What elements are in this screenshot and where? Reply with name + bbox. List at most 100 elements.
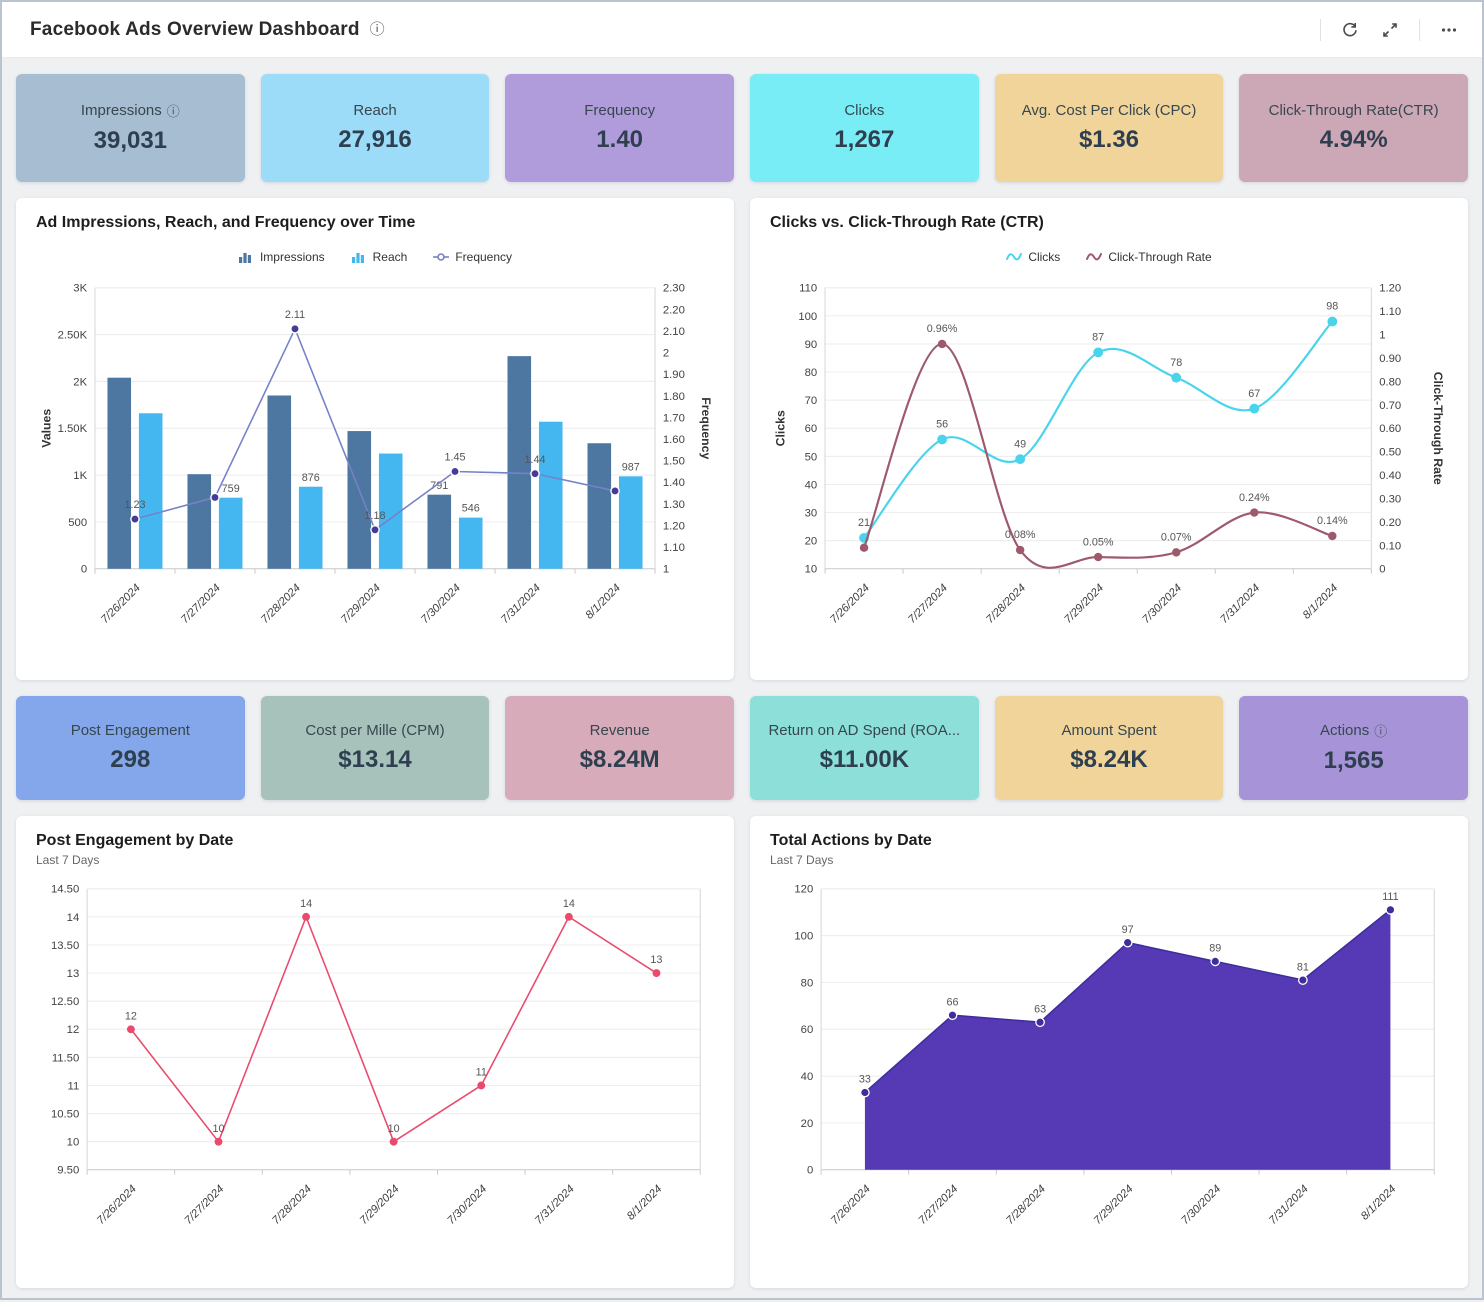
svg-text:1: 1 — [1379, 330, 1385, 342]
svg-text:80: 80 — [801, 977, 814, 989]
svg-text:2.10: 2.10 — [663, 326, 685, 338]
svg-text:0.70: 0.70 — [1379, 400, 1401, 412]
svg-text:14: 14 — [67, 912, 80, 924]
expand-icon[interactable] — [1379, 19, 1401, 41]
svg-text:7/26/2024: 7/26/2024 — [828, 582, 872, 626]
kpi-label: Return on AD Spend (ROA... — [768, 722, 961, 739]
svg-text:7/31/2024: 7/31/2024 — [1218, 582, 1262, 626]
legend-label: Impressions — [259, 250, 325, 264]
svg-text:8/1/2024: 8/1/2024 — [1359, 1183, 1399, 1223]
svg-text:100: 100 — [794, 931, 813, 943]
svg-text:7/30/2024: 7/30/2024 — [445, 1183, 489, 1227]
svg-text:7/28/2024: 7/28/2024 — [984, 582, 1028, 626]
svg-text:7/28/2024: 7/28/2024 — [270, 1183, 314, 1227]
svg-text:1.80: 1.80 — [663, 391, 685, 403]
svg-text:7/29/2024: 7/29/2024 — [339, 582, 383, 626]
svg-text:1.90: 1.90 — [663, 369, 685, 381]
svg-text:120: 120 — [794, 884, 813, 896]
svg-text:1.40: 1.40 — [663, 477, 685, 489]
svg-text:90: 90 — [805, 339, 818, 351]
kpi-label: Avg. Cost Per Click (CPC) — [1021, 102, 1197, 119]
kpi-card-impressions: Impressions ⓘ 39,031 — [16, 74, 245, 182]
kpi-card-amount-spent: Amount Spent $8.24K — [994, 696, 1224, 800]
svg-text:20: 20 — [801, 1118, 814, 1130]
charts-row-2: Post Engagement by Date Last 7 Days 9.50… — [16, 816, 1468, 1288]
svg-text:1.30: 1.30 — [663, 499, 685, 511]
svg-text:0.14%: 0.14% — [1317, 515, 1348, 527]
svg-text:1.50: 1.50 — [663, 456, 685, 468]
kpi-label: Reach — [353, 102, 397, 119]
chart-subtitle: Last 7 Days — [36, 853, 100, 867]
legend-item-click-through-rate[interactable]: Click-Through Rate — [1086, 250, 1212, 264]
svg-text:78: 78 — [1170, 357, 1182, 369]
chart-title: Post Engagement by Date — [36, 832, 234, 849]
chart-title: Clicks vs. Click-Through Rate (CTR) — [770, 214, 1044, 231]
svg-text:10: 10 — [388, 1123, 400, 1135]
legend-item-clicks[interactable]: Clicks — [1006, 250, 1060, 264]
svg-text:7/31/2024: 7/31/2024 — [499, 582, 543, 626]
more-icon[interactable] — [1438, 19, 1460, 41]
svg-text:21: 21 — [858, 517, 870, 529]
toolbar-divider — [1419, 18, 1420, 41]
kpi-label: Revenue — [589, 722, 650, 739]
kpi-label: Click-Through Rate(CTR) — [1268, 102, 1439, 119]
svg-text:Frequency: Frequency — [699, 397, 713, 459]
svg-text:10: 10 — [805, 564, 818, 576]
svg-text:0.96%: 0.96% — [927, 323, 958, 335]
svg-text:2.11: 2.11 — [285, 309, 305, 321]
svg-text:Click-Through Rate: Click-Through Rate — [1431, 372, 1445, 485]
svg-text:0.07%: 0.07% — [1161, 532, 1192, 544]
svg-text:40: 40 — [801, 1071, 814, 1083]
kpi-value: 27,916 — [338, 126, 412, 153]
svg-text:1.20: 1.20 — [1379, 283, 1401, 295]
line-chart: 9.50 10 10.50 11 11.50 12 12.50 13 13.50 14 14.50 7… — [51, 884, 701, 1227]
legend-item-frequency[interactable]: Frequency — [433, 250, 512, 264]
svg-text:56: 56 — [936, 419, 948, 431]
kpi-card-roas: Return on AD Spend (ROA... $11.00K — [750, 696, 979, 800]
refresh-icon[interactable] — [1339, 19, 1361, 41]
svg-text:7/31/2024: 7/31/2024 — [1267, 1183, 1311, 1227]
combo-bar-line-chart: 0 500 1K 1.50K 2K 2.50K 3K 1 1.10 1.20 1.30 1.40 1.5… — [40, 283, 713, 626]
svg-text:7/27/2024: 7/27/2024 — [906, 582, 950, 626]
svg-text:1.60: 1.60 — [663, 434, 685, 446]
svg-text:8/1/2024: 8/1/2024 — [584, 582, 624, 622]
svg-text:0.40: 0.40 — [1379, 470, 1401, 482]
area-chart: 0 20 40 60 80 100 120 7/26/2024 7/27/2024 7/28/20… — [794, 884, 1435, 1227]
svg-text:1K: 1K — [73, 470, 87, 482]
svg-text:2K: 2K — [73, 376, 87, 388]
svg-text:7/27/2024: 7/27/2024 — [179, 582, 223, 626]
svg-text:30: 30 — [805, 508, 818, 520]
info-icon[interactable]: ⓘ — [1374, 724, 1388, 739]
svg-text:7/30/2024: 7/30/2024 — [1179, 1183, 1223, 1227]
toolbar-divider — [1320, 18, 1321, 41]
svg-text:87: 87 — [1092, 332, 1104, 344]
info-icon[interactable]: ⓘ — [369, 21, 385, 38]
svg-text:10.50: 10.50 — [51, 1109, 79, 1121]
svg-text:Values: Values — [40, 409, 54, 448]
chart-card-clicks-vs-ctr: Clicks vs. Click-Through Rate (CTR) Clic… — [750, 198, 1468, 680]
svg-text:0.90: 0.90 — [1379, 353, 1401, 365]
legend-item-impressions[interactable]: Impressions — [238, 250, 325, 264]
svg-text:1.18: 1.18 — [364, 510, 385, 522]
svg-text:14.50: 14.50 — [51, 884, 79, 896]
svg-text:67: 67 — [1248, 388, 1260, 400]
svg-text:80: 80 — [805, 367, 818, 379]
svg-text:0.60: 0.60 — [1379, 423, 1401, 435]
svg-text:2.20: 2.20 — [663, 304, 685, 316]
kpi-value: 1,267 — [834, 126, 895, 153]
legend-label: Reach — [372, 250, 408, 264]
svg-text:100: 100 — [798, 311, 817, 323]
svg-text:8/1/2024: 8/1/2024 — [1301, 582, 1341, 622]
legend-item-reach[interactable]: Reach — [351, 250, 408, 264]
chart-card-post-engagement-by-date: Post Engagement by Date Last 7 Days 9.50… — [16, 816, 734, 1288]
kpi-value: 1.40 — [596, 126, 644, 153]
kpi-value: $1.36 — [1078, 126, 1140, 153]
info-icon[interactable]: ⓘ — [166, 104, 180, 119]
wave-icon — [1086, 253, 1103, 261]
kpi-value: 39,031 — [93, 127, 168, 154]
kpi-label: Impressions — [80, 102, 162, 119]
wave-icon — [1006, 253, 1023, 261]
svg-text:0: 0 — [807, 1165, 813, 1177]
svg-text:14: 14 — [300, 898, 312, 910]
svg-text:2.30: 2.30 — [663, 283, 685, 295]
